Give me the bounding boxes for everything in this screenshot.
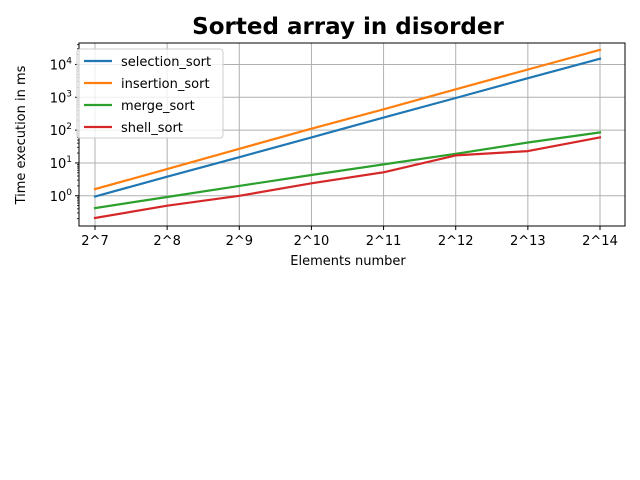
x-tick-label: 2^8 xyxy=(153,234,180,249)
series-lines xyxy=(93,48,602,220)
x-axis-ticks: 2^7 2^8 2^9 2^10 2^11 2^12 2^13 2^14 xyxy=(81,226,618,249)
legend-label: selection_sort xyxy=(121,55,211,70)
series-line-insertion-sort xyxy=(93,48,602,191)
series-line-shell-sort xyxy=(93,136,602,220)
legend: selection_sort insertion_sort merge_sortsh… xyxy=(76,48,224,139)
x-tick-label: 2^14 xyxy=(582,234,618,249)
y-tick-label: 101 xyxy=(50,155,72,172)
series-line-selection-sort xyxy=(93,57,602,198)
x-tick-label: 2^10 xyxy=(294,234,330,249)
legend-frame xyxy=(76,48,224,139)
y-axis-label: Time execution in ms xyxy=(14,65,29,205)
x-tick-label: 2^7 xyxy=(81,234,108,249)
x-axis-label: Elements number xyxy=(290,254,406,269)
x-tick-label: 2^13 xyxy=(510,234,546,249)
y-axis-ticks: 100 101 102 103 104 xyxy=(50,44,79,220)
legend-label: merge_sort xyxy=(121,99,195,114)
x-tick-label: 2^9 xyxy=(226,234,253,249)
legend-label: shell_sort xyxy=(121,121,183,136)
x-tick-label: 2^11 xyxy=(366,234,402,249)
chart-title: Sorted array in disorder xyxy=(192,14,504,40)
y-tick-label: 103 xyxy=(50,89,72,106)
y-tick-label: 100 xyxy=(50,188,73,205)
x-tick-label: 2^12 xyxy=(438,234,474,249)
series-line-merge-sort xyxy=(93,131,602,210)
legend-label: insertion_sort xyxy=(121,77,210,92)
y-tick-label: 104 xyxy=(50,56,73,73)
y-tick-label: 102 xyxy=(50,122,72,139)
